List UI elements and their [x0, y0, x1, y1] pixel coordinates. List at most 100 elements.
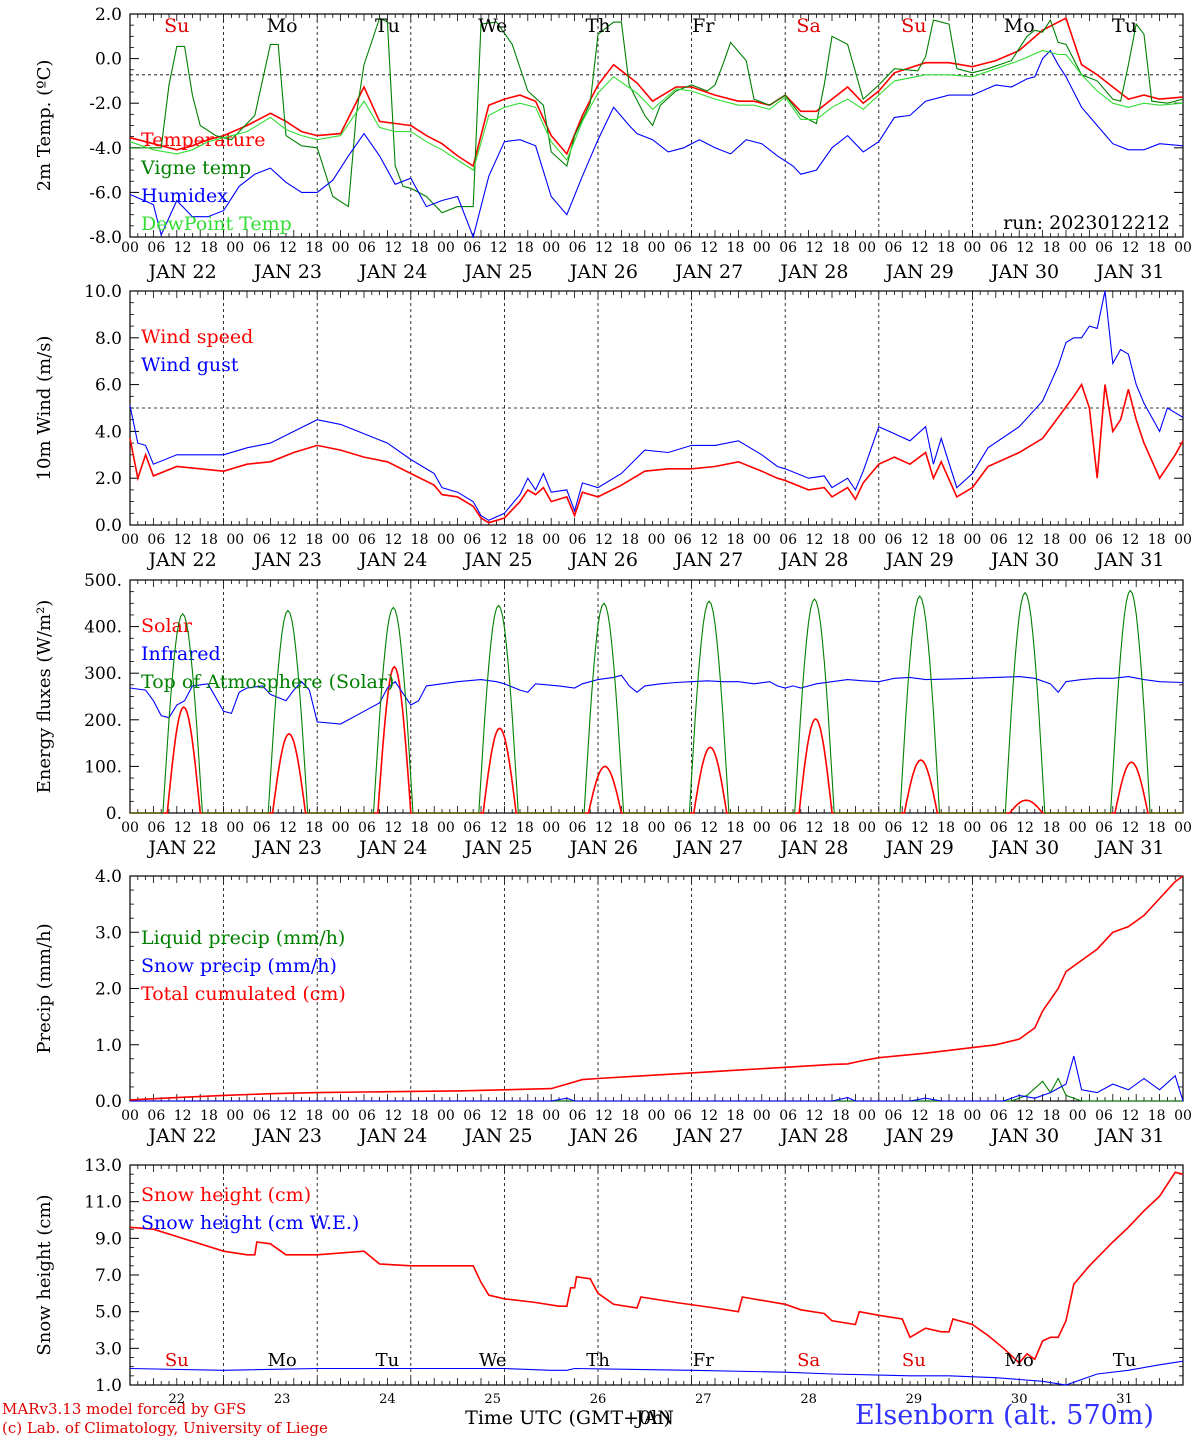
date-label: JAN 29: [884, 261, 954, 283]
day-number-label: 29: [906, 1392, 923, 1407]
hour-label: 18: [1042, 532, 1060, 548]
hour-label: 12: [1016, 240, 1034, 256]
date-label: JAN 25: [462, 837, 532, 859]
date-label: JAN 23: [252, 549, 322, 571]
hour-label: 00: [858, 240, 876, 256]
y-tick-label: 0.: [106, 804, 122, 824]
day-number-label: 26: [590, 1392, 607, 1407]
hour-label: 00: [1174, 532, 1192, 548]
hour-label: 00: [332, 820, 350, 836]
hour-label: 00: [332, 240, 350, 256]
panel-3: 0. 100. 200. 300. 400. 500. Energy fluxes (W/m…: [34, 571, 1192, 859]
hour-label: 00: [542, 240, 560, 256]
hour-label: 06: [463, 1108, 481, 1124]
weekday-label: Mo: [267, 15, 298, 37]
hour-label: 18: [1148, 1108, 1166, 1124]
hour-label: 12: [806, 1108, 824, 1124]
panel-5: 1.0 3.0 5.0 7.0 9.0 11.0 13.0 Snow height (cm) S…: [34, 1156, 1184, 1429]
hour-label: 00: [542, 820, 560, 836]
hour-label: 18: [727, 240, 745, 256]
legend-entry: Snow precip (mm/h): [141, 955, 337, 977]
hour-label: 00: [858, 532, 876, 548]
weekday-label: We: [478, 15, 507, 37]
weekday-label: Th: [586, 15, 611, 37]
weekday-label: Fr: [692, 15, 715, 37]
hour-label: 00: [121, 240, 139, 256]
date-label: JAN 25: [462, 261, 532, 283]
hour-label: 06: [990, 1108, 1008, 1124]
hour-label: 06: [358, 532, 376, 548]
series-line: [129, 49, 1184, 239]
date-label: JAN 27: [673, 1125, 743, 1147]
weekday-label: Su: [165, 1350, 189, 1371]
legend-entry: Infrared: [141, 643, 221, 665]
hour-label: 00: [332, 532, 350, 548]
y-tick-label: 7.0: [95, 1266, 122, 1286]
hour-label: 18: [411, 240, 429, 256]
hour-label: 06: [569, 820, 587, 836]
hour-label: 18: [937, 240, 955, 256]
hour-label: 18: [621, 532, 639, 548]
date-label: JAN 27: [673, 549, 743, 571]
hour-label: 12: [174, 1108, 192, 1124]
hour-label: 12: [806, 820, 824, 836]
hour-label: 00: [963, 820, 981, 836]
date-label: JAN 31: [1094, 261, 1164, 283]
weekday-label: Sa: [797, 1350, 820, 1371]
hour-label: 06: [569, 1108, 587, 1124]
series-line: [130, 17, 1184, 214]
hour-label: 12: [490, 532, 508, 548]
hour-label: 12: [1121, 240, 1139, 256]
date-label: JAN 23: [252, 1125, 322, 1147]
y-tick-label: 400.: [84, 618, 122, 638]
hour-label: 18: [305, 240, 323, 256]
hour-label: 00: [332, 1108, 350, 1124]
weekday-label: Mo: [267, 1350, 296, 1371]
hour-label: 18: [937, 820, 955, 836]
hour-label: 00: [1069, 240, 1087, 256]
hour-label: 00: [1069, 532, 1087, 548]
hour-label: 06: [1095, 1108, 1113, 1124]
hour-label: 12: [1016, 532, 1034, 548]
y-tick-label: 3.0: [95, 1339, 122, 1359]
weekday-label: Th: [586, 1350, 610, 1371]
date-label: JAN 24: [357, 1125, 427, 1147]
weekday-label: Fr: [693, 1350, 714, 1371]
legend-entry: Humidex: [141, 185, 228, 207]
panel-2: 0.0 2.0 4.0 6.0 8.0 10.0 10m Wind (m/s) 00 06 12 1…: [34, 282, 1192, 571]
y-tick-label: 500.: [84, 571, 122, 591]
series-line: [129, 875, 1184, 1101]
date-label: JAN 22: [147, 261, 217, 283]
hour-label: 06: [358, 820, 376, 836]
hour-label: 18: [727, 1108, 745, 1124]
date-label: JAN 26: [568, 1125, 638, 1147]
legend-entry: Wind gust: [141, 354, 239, 376]
y-tick-label: 5.0: [95, 1303, 122, 1323]
hour-label: 06: [885, 1108, 903, 1124]
run-label: run: 2023012212: [1003, 212, 1170, 234]
date-label: JAN 28: [778, 837, 848, 859]
series-line: [130, 589, 1183, 814]
y-axis-label: Precip (mm/h): [34, 923, 55, 1053]
series-line: [129, 290, 1184, 521]
hour-label: 00: [121, 532, 139, 548]
hour-label: 12: [911, 532, 929, 548]
hour-label: 12: [595, 240, 613, 256]
date-label: JAN 29: [884, 1125, 954, 1147]
weekday-label: Mo: [1004, 15, 1035, 37]
date-label: JAN 23: [252, 837, 322, 859]
plot-frame: [129, 13, 1184, 238]
y-tick-label: 8.0: [95, 329, 122, 349]
date-label: JAN 26: [568, 261, 638, 283]
weekday-label: Tu: [1112, 15, 1137, 37]
hour-label: 06: [990, 820, 1008, 836]
hour-label: 12: [279, 532, 297, 548]
hour-label: 06: [990, 532, 1008, 548]
hour-label: 00: [1069, 1108, 1087, 1124]
hour-label: 06: [1095, 532, 1113, 548]
hour-label: 00: [226, 240, 244, 256]
hour-label: 06: [253, 532, 271, 548]
hour-label: 00: [858, 1108, 876, 1124]
series-line: [130, 1077, 1183, 1102]
series-line: [129, 1360, 1184, 1386]
